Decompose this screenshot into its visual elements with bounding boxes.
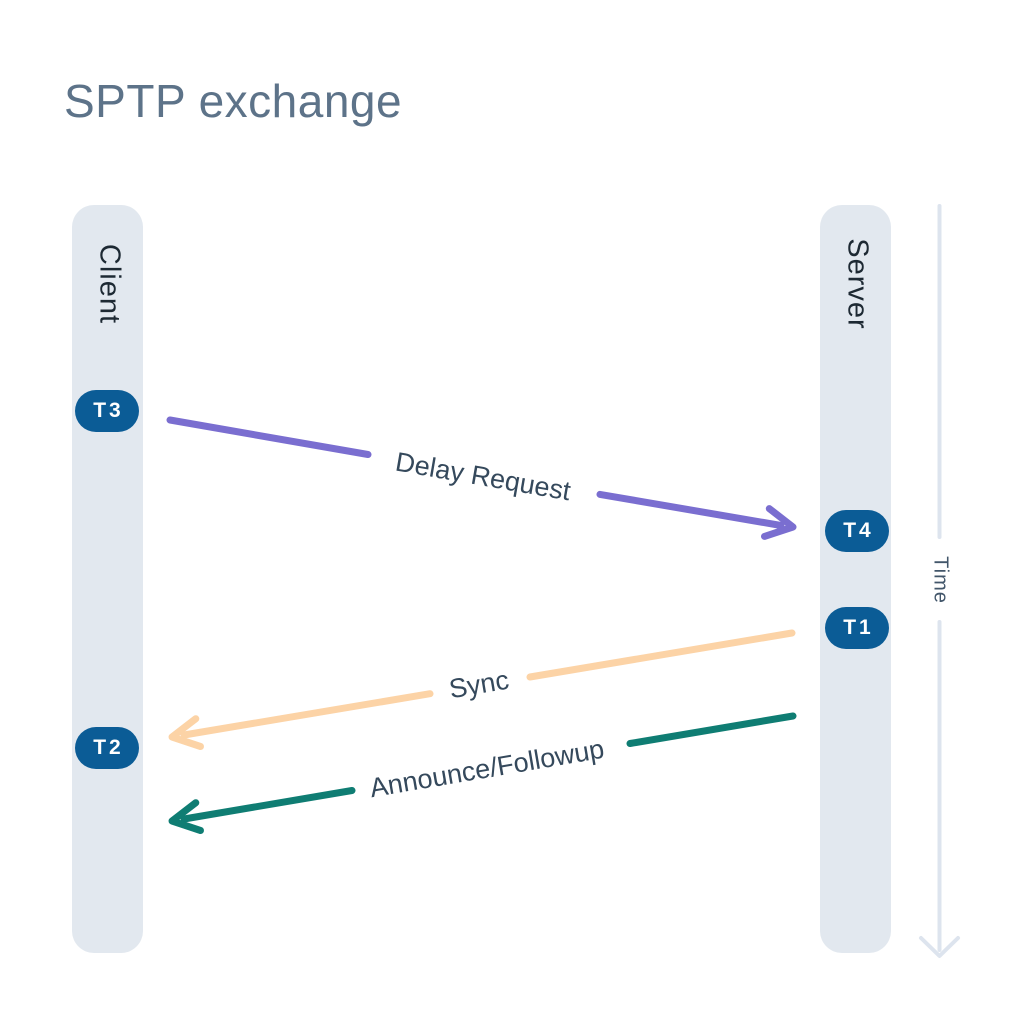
arrowhead-left-icon (168, 715, 204, 750)
arrow-sync-segment (526, 629, 796, 681)
arrowhead-right-icon (761, 505, 797, 540)
timestamp-badge-t2: T2 (75, 727, 139, 769)
timestamp-badge-t3: T3 (75, 390, 139, 432)
arrow-delay-request-segment (596, 490, 785, 529)
time-axis-label: Time (929, 556, 952, 604)
arrow-sync-segment (180, 690, 434, 739)
timestamp-badge-t2-label: T2 (93, 736, 124, 759)
arrow-announce-followup (168, 712, 797, 834)
arrow-announce-segment (626, 712, 797, 747)
arrow-delay-request (166, 416, 797, 540)
lifeline-server (820, 205, 891, 953)
arrow-sync (168, 629, 796, 750)
lifeline-server-label: Server (841, 238, 874, 330)
time-axis (919, 204, 960, 958)
timestamp-badge-t3-label: T3 (93, 399, 124, 422)
timestamp-badge-t1: T1 (825, 607, 889, 649)
arrow-announce-segment (180, 787, 356, 823)
timestamp-badge-t4: T4 (825, 510, 889, 552)
page-title: SPTP exchange (64, 75, 403, 127)
timestamp-badge-t1-label: T1 (843, 616, 874, 639)
lifeline-client-label: Client (93, 243, 126, 325)
arrowhead-down-icon (919, 936, 960, 958)
arrowhead-left-icon (168, 799, 204, 834)
lifeline-client (72, 205, 143, 953)
timestamp-badge-t4-label: T4 (843, 519, 874, 542)
arrow-delay-request-segment (166, 416, 372, 458)
